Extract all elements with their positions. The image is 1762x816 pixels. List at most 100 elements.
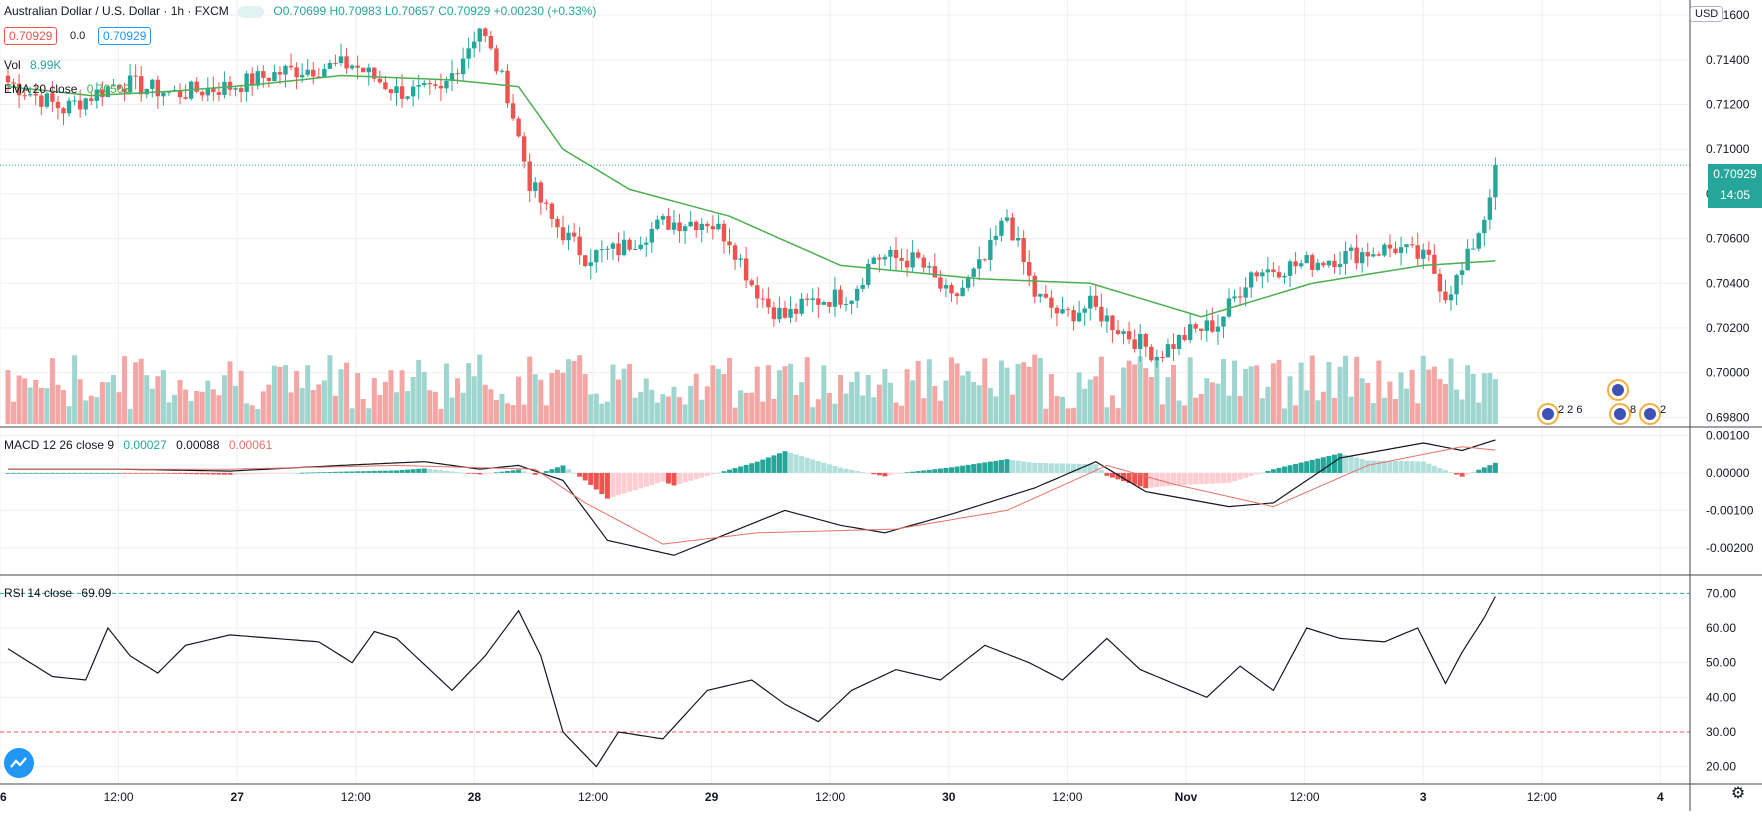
- candle-body: [793, 308, 799, 314]
- time-axis-label: 12:00: [104, 790, 134, 804]
- bid-price[interactable]: 0.70929: [4, 27, 58, 45]
- candle-body: [150, 79, 155, 89]
- volume-bar: [116, 392, 122, 424]
- volume-bar: [455, 378, 461, 424]
- time-axis-label: 3: [1420, 790, 1427, 804]
- volume-bar: [349, 408, 355, 424]
- macd-histogram-bar: [1398, 461, 1404, 473]
- macd-histogram-bar: [466, 472, 472, 474]
- candle-body: [200, 91, 205, 96]
- candle-body: [333, 62, 338, 64]
- candle-body: [449, 73, 455, 81]
- volume-bar: [233, 385, 239, 424]
- volume-bar: [421, 371, 427, 424]
- macd-histogram-bar: [1060, 463, 1065, 473]
- candle-body: [1010, 217, 1015, 241]
- candle-body: [1448, 294, 1454, 301]
- candle-body: [349, 65, 355, 69]
- macd-histogram-bar: [183, 472, 189, 475]
- macd-histogram-bar: [782, 451, 788, 473]
- macd-histogram-bar: [971, 464, 977, 473]
- candle-body: [904, 260, 910, 268]
- volume-bar: [55, 384, 61, 424]
- candle-body: [1387, 244, 1393, 249]
- macd-histogram-bar: [1176, 472, 1182, 486]
- macd-histogram-bar: [677, 472, 683, 484]
- candle-body: [144, 88, 149, 95]
- macd-histogram-bar: [1093, 464, 1099, 473]
- volume-bar: [577, 355, 583, 424]
- candle-body: [1093, 295, 1098, 307]
- macd-histogram-bar: [188, 472, 194, 475]
- candle-body: [971, 268, 976, 277]
- volume-bar: [688, 385, 694, 424]
- macd-histogram-bar: [388, 470, 394, 473]
- tradingview-logo-icon[interactable]: [4, 748, 34, 778]
- candle-body: [1082, 308, 1087, 313]
- candle-body: [205, 88, 210, 96]
- volume-bar: [294, 371, 300, 424]
- candle-body: [688, 221, 693, 227]
- macd-histogram-bar: [1198, 472, 1204, 485]
- candle-body: [177, 89, 183, 98]
- volume-bar: [732, 407, 738, 424]
- volume-bar: [1359, 378, 1365, 424]
- macd-histogram-bar: [566, 469, 572, 473]
- ema-legend[interactable]: EMA 20 close 0.70503: [4, 82, 136, 96]
- candle-body: [250, 73, 255, 86]
- volume-bar: [249, 405, 255, 424]
- volume-legend[interactable]: Vol 8.99K: [4, 58, 67, 72]
- macd-histogram-bar: [815, 461, 821, 473]
- volume-bar: [316, 384, 322, 424]
- macd-histogram-bar: [1121, 472, 1127, 482]
- candle-body: [1049, 297, 1054, 308]
- ask-price[interactable]: 0.70929: [98, 27, 152, 45]
- price-axis-label: 0.69800: [1706, 410, 1750, 424]
- symbol-title[interactable]: Australian Dollar / U.S. Dollar · 1h · F…: [4, 4, 229, 18]
- macd-histogram-bar: [1043, 463, 1049, 473]
- candle-body: [55, 101, 61, 109]
- macd-histogram-bar: [310, 472, 316, 474]
- candle-body: [1271, 269, 1276, 273]
- macd-histogram-bar: [94, 472, 100, 474]
- volume-bar: [432, 391, 438, 424]
- macd-histogram-bar: [910, 471, 916, 473]
- candle-body: [1065, 309, 1071, 311]
- macd-histogram-bar: [360, 471, 366, 473]
- candle-body: [777, 307, 782, 320]
- candle-body: [1226, 298, 1232, 317]
- volume-bar: [560, 372, 566, 424]
- candle-body: [1210, 320, 1215, 332]
- event-markers[interactable]: 2 2 6 8 2: [1537, 379, 1666, 425]
- candle-body: [122, 88, 127, 93]
- settings-gear-icon[interactable]: ⚙: [1730, 785, 1746, 802]
- macd-histogram-bar: [732, 468, 738, 473]
- macd-histogram-bar: [321, 472, 327, 473]
- volume-bar: [910, 380, 916, 424]
- volume-bar: [44, 388, 50, 424]
- volume-bar: [1426, 369, 1432, 424]
- macd-legend[interactable]: MACD 12 26 close 9 0.00027 0.00088 0.000…: [4, 438, 278, 452]
- volume-bar: [1326, 361, 1332, 424]
- candle-body: [949, 285, 954, 294]
- macd-histogram-bar: [593, 472, 599, 490]
- candle-body: [605, 248, 610, 250]
- volume-bar: [1237, 395, 1243, 424]
- volume-bar: [1109, 395, 1115, 424]
- macd-histogram-bar: [704, 472, 710, 476]
- volume-bar: [405, 391, 411, 424]
- volume-bar: [727, 357, 732, 424]
- candle-body: [677, 222, 682, 232]
- rsi-legend[interactable]: RSI 14 close 69.09: [4, 586, 117, 600]
- macd-histogram-bar: [710, 472, 716, 475]
- macd-histogram-bar: [1048, 463, 1054, 473]
- macd-histogram-bar: [1370, 460, 1376, 473]
- volume-bar: [1476, 402, 1482, 424]
- volume-bar: [749, 392, 755, 424]
- volume-bar: [438, 408, 444, 424]
- candle-body: [810, 298, 815, 300]
- macd-label: MACD 12 26 close 9: [4, 438, 115, 452]
- currency-label[interactable]: USD: [1690, 6, 1724, 22]
